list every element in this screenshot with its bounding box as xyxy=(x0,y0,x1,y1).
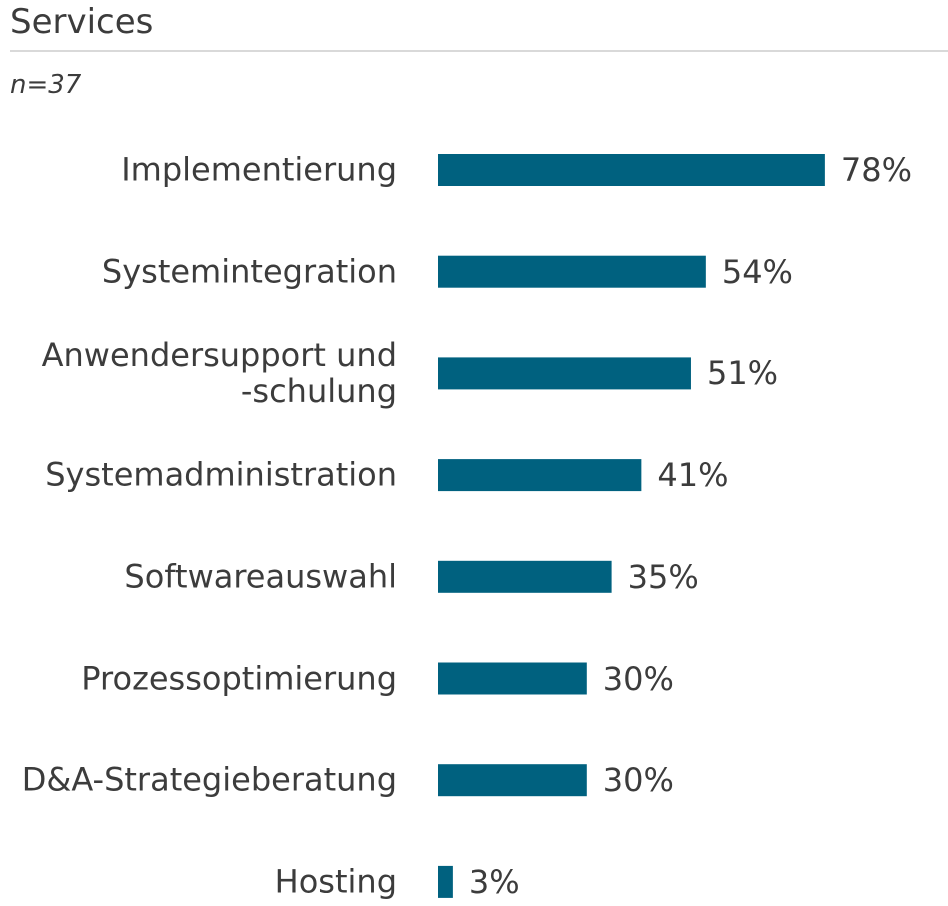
value-label: 78% xyxy=(840,151,912,189)
value-label: 3% xyxy=(468,862,520,901)
value-label: 51% xyxy=(706,354,779,393)
value-label: 54% xyxy=(721,252,793,291)
bar xyxy=(438,154,825,186)
category-label: Prozessoptimierung xyxy=(81,658,397,697)
value-label: 41% xyxy=(657,456,729,495)
category-label: Hosting xyxy=(274,862,397,901)
bar xyxy=(438,255,706,288)
value-label: 35% xyxy=(627,557,699,596)
category-label: Anwendersupport und -schulung xyxy=(41,336,397,410)
chart-title: Services xyxy=(10,2,154,42)
category-label: Systemadministration xyxy=(45,455,397,494)
category-label: Implementierung xyxy=(121,150,397,189)
bar xyxy=(438,560,612,593)
value-label: 30% xyxy=(602,761,674,800)
bar xyxy=(438,662,587,695)
title-rule xyxy=(10,50,948,52)
chart-subtitle: n=37 xyxy=(10,70,82,100)
category-label: D&A-Strategieberatung xyxy=(21,760,397,799)
category-label: Systemintegration xyxy=(101,252,397,291)
value-label: 30% xyxy=(602,659,674,698)
category-label: Softwareauswahl xyxy=(124,557,397,596)
bar xyxy=(438,764,587,797)
bar xyxy=(438,865,453,898)
bar xyxy=(438,357,691,390)
bar xyxy=(438,459,642,492)
